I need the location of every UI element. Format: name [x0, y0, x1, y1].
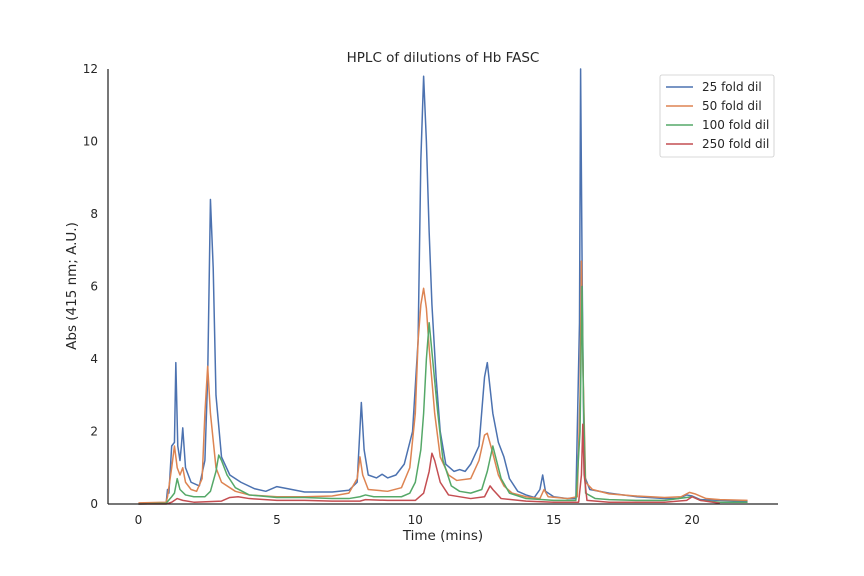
- y-tick-label: 0: [90, 497, 98, 511]
- y-tick-label: 2: [90, 425, 98, 439]
- chart-title: HPLC of dilutions of Hb FASC: [347, 50, 540, 66]
- y-ticks: 0 2 4 6 8 10 12: [83, 62, 98, 511]
- plot-lines: [138, 68, 748, 505]
- x-tick-label: 5: [273, 513, 281, 527]
- legend-label: 100 fold dil: [702, 118, 769, 132]
- y-tick-label: 10: [83, 135, 98, 149]
- legend-label: 25 fold dil: [702, 80, 762, 94]
- y-tick-label: 8: [90, 207, 98, 221]
- x-tick-label: 10: [408, 513, 423, 527]
- x-tick-label: 0: [135, 513, 143, 527]
- x-tick-label: 20: [685, 513, 700, 527]
- y-tick-label: 4: [90, 352, 98, 366]
- series-line-4: [138, 423, 720, 505]
- legend-label: 50 fold dil: [702, 99, 762, 113]
- series-line-3: [138, 285, 748, 505]
- x-ticks: 0 5 10 15 20: [135, 513, 700, 527]
- x-axis-label: Time (mins): [402, 528, 483, 544]
- series-line-1: [138, 68, 748, 505]
- x-tick-label: 15: [546, 513, 561, 527]
- y-axis-label: Abs (415 nm; A.U.): [64, 222, 80, 350]
- legend: 25 fold dil 50 fold dil 100 fold dil 250 fo…: [659, 74, 775, 158]
- legend-label: 250 fold dil: [702, 137, 769, 151]
- y-tick-label: 6: [90, 280, 98, 294]
- y-tick-label: 12: [83, 62, 98, 76]
- series-line-2: [138, 260, 748, 504]
- legend-box: [659, 74, 775, 158]
